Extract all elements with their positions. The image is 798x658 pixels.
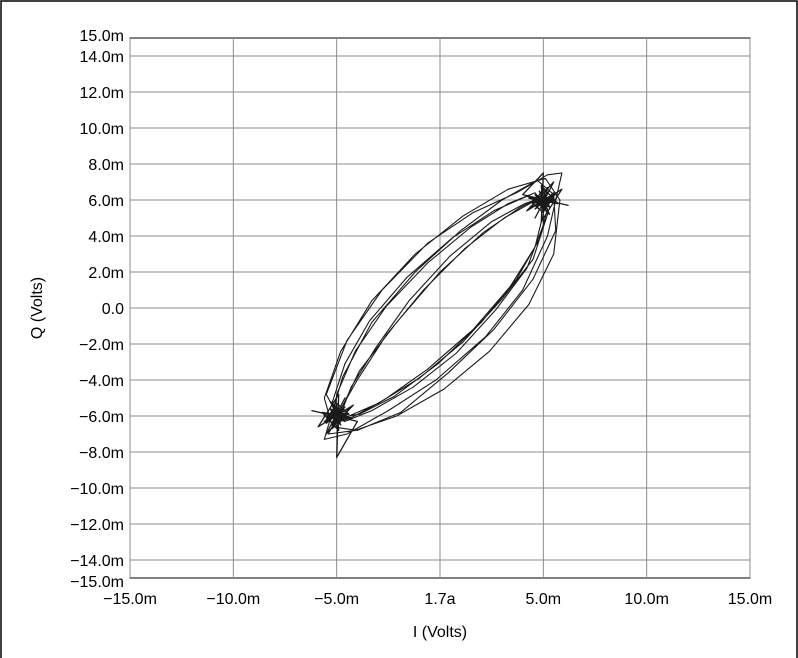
x-tick-label: 15.0m [728, 591, 772, 608]
x-axis-label: I (Volts) [413, 624, 467, 641]
y-tick-label: 2.0m [88, 265, 124, 282]
y-tick-label: 12.0m [80, 85, 124, 102]
y-axis-label: Q (Volts) [29, 277, 46, 339]
y-tick-label: −4.0m [79, 373, 124, 390]
y-tick-label: −10.0m [70, 481, 124, 498]
y-tick-label: 6.0m [88, 193, 124, 210]
y-tick-label: −14.0m [70, 553, 124, 570]
x-tick-label: −15.0m [103, 591, 157, 608]
trace-series-1 [323, 172, 563, 440]
y-tick-label: 15.0m [80, 28, 124, 45]
y-tick-label: −6.0m [79, 409, 124, 426]
x-tick-label: 1.7a [424, 591, 455, 608]
y-axis-ticks: 15.0m 14.0m 12.0m 10.0m 8.0m 6.0m 4.0m 2.0m 0.0 −… [70, 28, 124, 591]
y-tick-label: −8.0m [79, 445, 124, 462]
x-tick-label: −10.0m [206, 591, 260, 608]
y-tick-label: −15.0m [70, 574, 124, 591]
x-tick-label: 10.0m [624, 591, 668, 608]
y-tick-label: 0.0 [102, 301, 124, 318]
y-tick-label: 4.0m [88, 229, 124, 246]
y-tick-label: −12.0m [70, 517, 124, 534]
x-axis-ticks: −15.0m −10.0m −5.0m 1.7a 5.0m 10.0m 15.0m [103, 591, 772, 608]
y-tick-label: 10.0m [80, 121, 124, 138]
y-tick-label: 14.0m [80, 49, 124, 66]
trace-series-3 [311, 393, 358, 459]
y-tick-label: −2.0m [79, 337, 124, 354]
x-tick-label: 5.0m [526, 591, 562, 608]
trace-series-2 [522, 172, 569, 223]
trace-group [311, 172, 569, 459]
y-tick-label: 8.0m [88, 157, 124, 174]
x-tick-label: −5.0m [314, 591, 359, 608]
